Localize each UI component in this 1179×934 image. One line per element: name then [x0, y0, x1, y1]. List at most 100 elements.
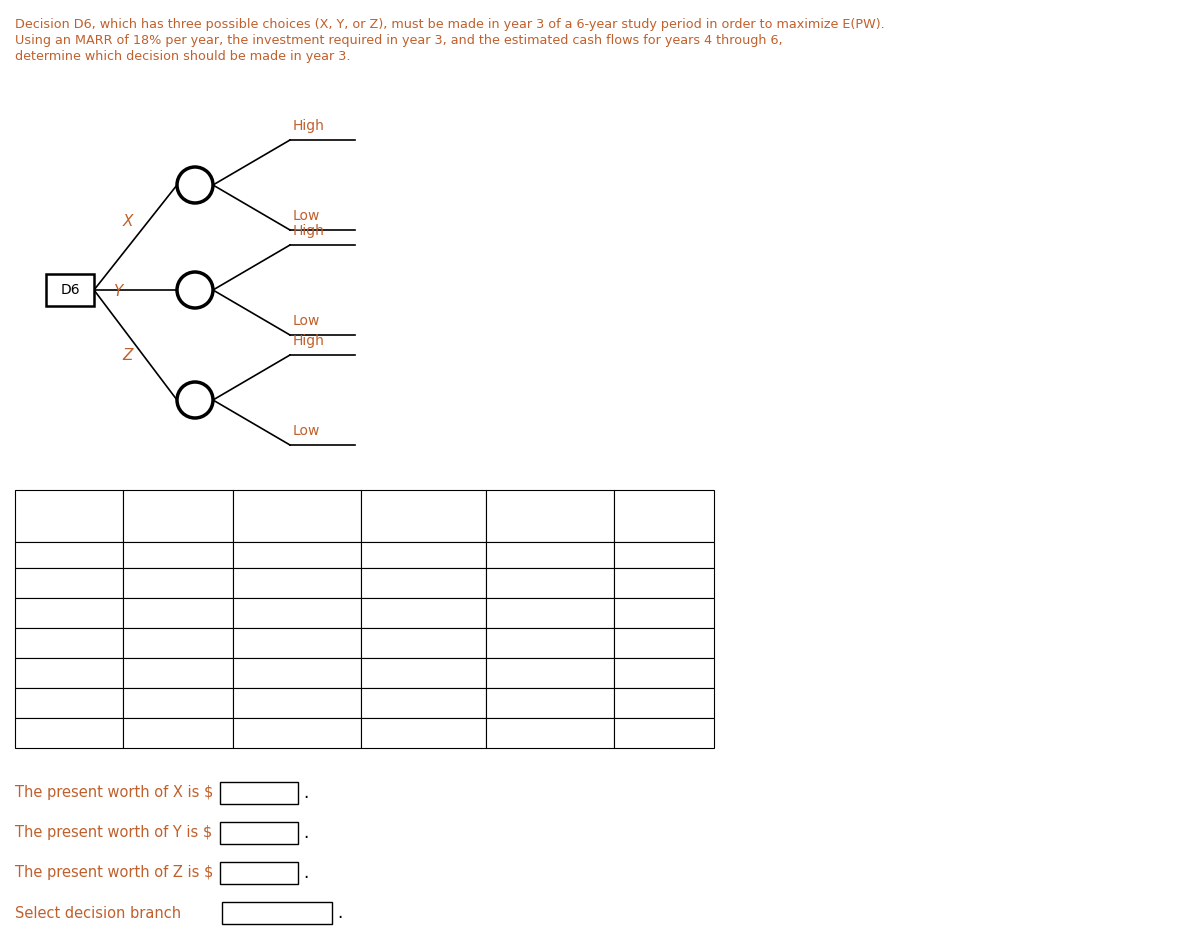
Text: 6: 6: [546, 548, 554, 561]
Text: High (X): High (X): [44, 576, 94, 589]
Bar: [614, 658, 714, 688]
Text: X: X: [123, 215, 133, 230]
Bar: [614, 568, 714, 598]
Text: Y: Y: [113, 285, 123, 300]
Bar: [486, 718, 614, 748]
Text: $190: $190: [281, 697, 312, 710]
Text: 0.72: 0.72: [650, 576, 678, 589]
Bar: [123, 658, 233, 688]
Text: $-250,000: $-250,000: [146, 697, 210, 710]
Text: $40: $40: [411, 636, 435, 649]
Text: .: .: [337, 904, 342, 922]
Text: $50: $50: [411, 576, 435, 589]
Text: High: High: [294, 334, 325, 348]
Bar: [614, 688, 714, 718]
Text: $30: $30: [411, 667, 435, 680]
Text: $30: $30: [285, 667, 309, 680]
Text: D6: D6: [60, 283, 80, 297]
Text: $30: $30: [411, 606, 435, 619]
Bar: [486, 598, 614, 628]
Text: The present worth of Y is $: The present worth of Y is $: [15, 826, 212, 841]
Bar: [233, 568, 361, 598]
Text: 0.55: 0.55: [650, 667, 678, 680]
Bar: [614, 598, 714, 628]
Bar: [614, 718, 714, 748]
Text: High: High: [294, 119, 325, 133]
Bar: [15, 718, 123, 748]
Text: $40: $40: [285, 606, 309, 619]
Bar: [15, 688, 123, 718]
Text: Low: Low: [294, 314, 321, 328]
Text: High: High: [294, 224, 325, 238]
Circle shape: [177, 272, 213, 308]
Bar: [486, 490, 614, 542]
Bar: [233, 688, 361, 718]
Bar: [15, 628, 123, 658]
Bar: [361, 542, 486, 568]
Text: Y: Y: [232, 905, 241, 921]
Bar: [361, 658, 486, 688]
Text: Z: Z: [123, 347, 133, 362]
Bar: [15, 568, 123, 598]
Text: 0.7: 0.7: [654, 697, 674, 710]
Text: 0.28: 0.28: [650, 606, 678, 619]
Bar: [233, 718, 361, 748]
Bar: [123, 568, 233, 598]
Text: $170: $170: [408, 697, 440, 710]
Text: The present worth of X is $: The present worth of X is $: [15, 785, 213, 800]
Bar: [220, 822, 298, 844]
Text: $50: $50: [538, 636, 562, 649]
Text: $30: $30: [538, 667, 562, 680]
Text: Low: Low: [294, 209, 321, 223]
Text: ❯: ❯: [311, 911, 323, 920]
Bar: [123, 718, 233, 748]
Text: The present worth of Z is $: The present worth of Z is $: [15, 866, 213, 881]
Bar: [15, 658, 123, 688]
Text: 4: 4: [292, 548, 301, 561]
Bar: [123, 628, 233, 658]
Text: 5: 5: [420, 548, 428, 561]
Text: $-30: $-30: [409, 727, 437, 740]
Bar: [46, 274, 94, 306]
Bar: [486, 568, 614, 598]
Bar: [222, 902, 332, 924]
Bar: [614, 628, 714, 658]
Text: Low: Low: [294, 424, 321, 438]
Bar: [123, 688, 233, 718]
Bar: [233, 598, 361, 628]
Bar: [123, 542, 233, 568]
Text: Investment,
Year 3: Investment, Year 3: [35, 505, 103, 527]
Bar: [614, 490, 714, 542]
Bar: [614, 542, 714, 568]
Text: .: .: [303, 784, 308, 802]
Text: .: .: [303, 864, 308, 882]
Text: Using an MARR of 18% per year, the investment required in year 3, and the estima: Using an MARR of 18% per year, the inves…: [15, 34, 783, 47]
Text: Decision D6, which has three possible choices (X, Y, or Z), must be made in year: Decision D6, which has three possible ch…: [15, 18, 884, 31]
Bar: [233, 542, 361, 568]
Text: $-30: $-30: [283, 727, 311, 740]
Text: Cash Flow, (Year
3): Cash Flow, (Year 3): [131, 505, 225, 527]
Bar: [233, 658, 361, 688]
Text: Low (X): Low (X): [46, 606, 92, 619]
Text: High (Y): High (Y): [44, 636, 94, 649]
Text: 0.3: 0.3: [654, 727, 674, 740]
Bar: [361, 718, 486, 748]
Text: Low (Y): Low (Y): [46, 667, 92, 680]
Bar: [486, 658, 614, 688]
Bar: [361, 688, 486, 718]
Text: $-260,000: $-260,000: [146, 576, 210, 589]
Bar: [15, 542, 123, 568]
Text: Cash Flow, $1000
(Year 4): Cash Flow, $1000 (Year 4): [246, 505, 348, 527]
Text: Low (Z): Low (Z): [46, 727, 92, 740]
Text: .: .: [303, 824, 308, 842]
Text: Select decision branch: Select decision branch: [15, 905, 182, 921]
Text: $20: $20: [538, 606, 562, 619]
Text: High (Z): High (Z): [44, 697, 94, 710]
Text: $50: $50: [285, 576, 309, 589]
Circle shape: [177, 382, 213, 418]
Bar: [361, 490, 486, 542]
Bar: [486, 688, 614, 718]
Bar: [15, 490, 123, 542]
Text: Cash Flow, $1000
(Year 6): Cash Flow, $1000 (Year 6): [500, 505, 600, 527]
Text: 0.45: 0.45: [650, 636, 678, 649]
